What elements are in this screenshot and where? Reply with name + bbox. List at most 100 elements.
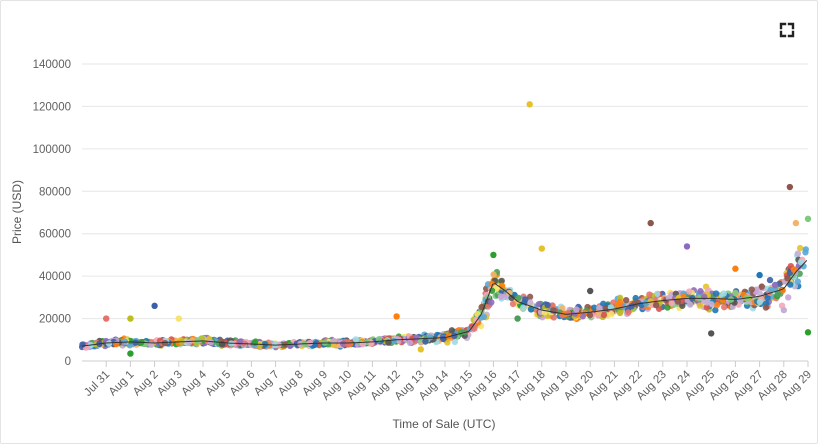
data-point[interactable] [608, 310, 615, 318]
data-point[interactable] [471, 325, 478, 332]
data-point[interactable] [712, 290, 720, 297]
data-point[interactable] [498, 277, 505, 285]
data-point[interactable] [616, 309, 624, 317]
data-point[interactable] [448, 327, 456, 334]
data-point[interactable] [490, 251, 497, 259]
data-point[interactable] [719, 297, 727, 304]
data-point[interactable] [646, 291, 653, 298]
data-point[interactable] [683, 243, 691, 250]
data-point[interactable] [352, 336, 360, 343]
data-point[interactable] [687, 301, 694, 308]
data-point[interactable] [550, 314, 557, 321]
data-point[interactable] [794, 250, 802, 257]
data-point[interactable] [344, 340, 352, 348]
data-point[interactable] [451, 332, 458, 339]
data-point[interactable] [758, 283, 765, 290]
data-point[interactable] [527, 306, 535, 313]
data-point[interactable] [614, 300, 622, 308]
data-point[interactable] [440, 335, 447, 343]
data-point[interactable] [794, 278, 802, 285]
data-point[interactable] [703, 299, 711, 306]
data-point[interactable] [600, 311, 608, 319]
data-point[interactable] [127, 350, 134, 357]
data-point[interactable] [497, 293, 505, 300]
data-point[interactable] [785, 294, 792, 301]
data-point[interactable] [522, 296, 529, 303]
data-point[interactable] [674, 298, 682, 305]
data-point[interactable] [786, 183, 794, 191]
data-point[interactable] [526, 293, 534, 301]
data-point[interactable] [628, 303, 635, 310]
data-point[interactable] [393, 313, 400, 320]
data-point[interactable] [748, 286, 755, 293]
data-point[interactable] [79, 341, 86, 348]
data-point[interactable] [412, 334, 420, 341]
data-point[interactable] [520, 304, 527, 312]
data-point[interactable] [127, 315, 134, 322]
data-point[interactable] [732, 289, 739, 297]
data-point[interactable] [625, 309, 632, 316]
data-point[interactable] [506, 289, 513, 297]
data-point[interactable] [526, 101, 533, 108]
data-point[interactable] [368, 340, 375, 347]
expand-icon[interactable] [777, 20, 797, 40]
data-point[interactable] [632, 294, 639, 302]
data-point[interactable] [696, 302, 704, 309]
data-point[interactable] [774, 290, 782, 298]
data-point[interactable] [664, 304, 671, 311]
data-point[interactable] [591, 304, 598, 311]
data-point[interactable] [586, 311, 594, 319]
data-point[interactable] [756, 298, 764, 306]
data-point[interactable] [779, 287, 786, 294]
data-point[interactable] [286, 342, 294, 350]
data-point[interactable] [712, 306, 719, 314]
data-point[interactable] [804, 329, 812, 336]
data-point[interactable] [653, 290, 661, 298]
data-point[interactable] [451, 338, 459, 346]
data-point[interactable] [515, 294, 522, 302]
data-point[interactable] [306, 339, 314, 347]
data-point[interactable] [762, 304, 770, 311]
data-point[interactable] [713, 301, 721, 309]
data-point[interactable] [127, 337, 134, 345]
data-point[interactable] [251, 339, 259, 346]
data-point[interactable] [406, 339, 414, 347]
data-point[interactable] [764, 294, 771, 301]
data-point[interactable] [802, 249, 809, 256]
data-point[interactable] [587, 287, 594, 295]
data-point[interactable] [121, 338, 128, 345]
data-point[interactable] [417, 346, 424, 353]
data-point[interactable] [792, 219, 800, 227]
data-point[interactable] [103, 315, 110, 322]
data-point[interactable] [175, 315, 182, 322]
data-point[interactable] [756, 271, 763, 279]
data-point[interactable] [573, 306, 580, 313]
data-point[interactable] [488, 299, 495, 306]
data-point[interactable] [579, 313, 586, 320]
data-point[interactable] [339, 340, 347, 348]
data-point[interactable] [771, 281, 779, 289]
data-point[interactable] [767, 286, 774, 294]
data-point[interactable] [538, 245, 545, 252]
data-point[interactable] [701, 293, 708, 300]
data-point[interactable] [256, 342, 263, 349]
data-point[interactable] [508, 294, 515, 302]
data-point[interactable] [422, 338, 429, 345]
data-point[interactable] [526, 299, 534, 306]
data-point[interactable] [488, 280, 495, 287]
data-point[interactable] [720, 290, 727, 297]
data-point[interactable] [622, 296, 630, 304]
data-point[interactable] [787, 281, 794, 288]
data-point[interactable] [390, 337, 398, 345]
data-point[interactable] [647, 219, 654, 227]
data-point[interactable] [790, 266, 798, 273]
data-point[interactable] [796, 244, 804, 252]
data-point[interactable] [652, 301, 660, 309]
data-point[interactable] [151, 302, 158, 310]
data-point[interactable] [797, 259, 805, 266]
data-point[interactable] [766, 276, 774, 284]
data-point[interactable] [784, 275, 791, 282]
data-point[interactable] [105, 340, 113, 347]
data-point[interactable] [668, 300, 675, 307]
data-point[interactable] [703, 304, 711, 311]
